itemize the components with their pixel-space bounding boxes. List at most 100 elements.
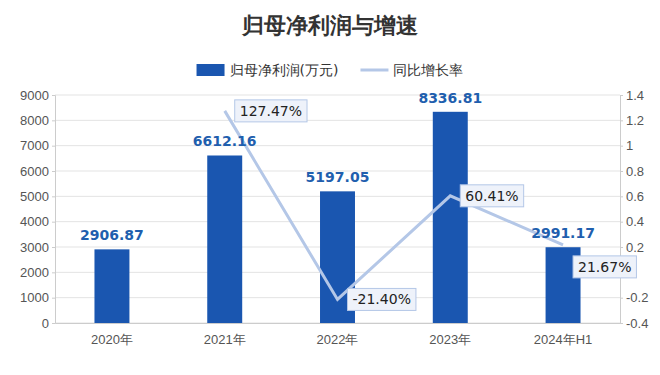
data-label: 6612.16	[193, 133, 257, 149]
tick-label: 5000	[20, 189, 49, 204]
tick: 2022年	[317, 323, 359, 347]
tick-label: 1.4	[626, 88, 644, 103]
tick: 2024年H1	[534, 323, 593, 347]
tick-mark	[620, 222, 623, 223]
tick: 1.2	[620, 113, 644, 128]
tick-mark	[52, 196, 55, 197]
tick-mark	[52, 95, 55, 96]
tick: 2000	[20, 265, 55, 280]
y-axis-line	[52, 96, 56, 324]
label-box	[235, 100, 307, 122]
data-label: 2991.17	[531, 225, 595, 241]
tick-label: -0.2	[626, 290, 648, 305]
tick-label: 0	[42, 316, 49, 331]
title: 归母净利润与增速	[241, 13, 418, 38]
data-label: 5197.05	[306, 169, 370, 185]
tick: 2023年	[429, 323, 471, 347]
tick-mark	[52, 146, 55, 147]
tick: 3000	[20, 240, 55, 255]
data-label: 60.41%	[465, 188, 518, 204]
line-label: 21.67%	[573, 256, 636, 278]
tick-label: 1000	[20, 290, 49, 305]
legend-item: 同比增长率	[360, 62, 463, 78]
tick: -0.2	[620, 290, 648, 305]
bar	[94, 249, 129, 323]
tick: 2021年	[204, 323, 246, 347]
label-box	[573, 256, 636, 278]
line-label: -21.40%	[348, 288, 416, 310]
y2-axis-line	[621, 96, 624, 324]
tick-label: 2022年	[317, 332, 359, 347]
legend-label: 归母净利润(万元)	[230, 62, 339, 78]
tick-label: 2020年	[91, 332, 133, 347]
tick-label: 4000	[20, 214, 49, 229]
y2-axis: -0.4-0.200.20.40.60.811.21.4	[620, 88, 648, 331]
label-box	[460, 185, 523, 207]
tick: 1	[620, 138, 633, 153]
x-axis: 2020年 2021年 2022年 2023年 2024年H1	[56, 323, 621, 347]
marks	[94, 111, 580, 323]
grid-line	[55, 95, 620, 96]
tick-label: 8000	[20, 113, 49, 128]
tick-mark	[52, 171, 55, 172]
data-label: -21.40%	[353, 291, 411, 307]
tick-mark	[52, 222, 55, 223]
tick: 0.8	[620, 164, 644, 179]
legend-item: 归母净利润(万元)	[197, 62, 339, 78]
chart: 归母净利润与增速 0 1000 2000 3000 4000 5000 6000 7000 800…	[0, 0, 660, 375]
tick-mark	[52, 120, 55, 121]
tick: 9000	[20, 88, 55, 103]
tick-mark	[620, 120, 623, 121]
tick: 1000	[20, 290, 55, 305]
tick-label: 7000	[20, 138, 49, 153]
line-label: 127.47%	[235, 100, 307, 122]
tick: 6000	[20, 164, 55, 179]
tick-label: 1.2	[626, 113, 644, 128]
labels: 2906.87 6612.16 5197.05 8336.81 2991.17 127.4…	[80, 90, 636, 311]
data-label: 21.67%	[578, 259, 631, 275]
tick: 2020年	[91, 323, 133, 347]
legend-label: 同比增长率	[393, 62, 463, 78]
tick: 1.4	[620, 88, 644, 103]
tick-label: 3000	[20, 240, 49, 255]
tick: -0.4	[620, 316, 648, 331]
tick-mark	[620, 247, 623, 248]
tick-mark	[52, 298, 55, 299]
tick-label: 0.2	[626, 240, 644, 255]
tick: 5000	[20, 189, 55, 204]
tick-label: -0.4	[626, 316, 648, 331]
tick: 0	[42, 316, 55, 331]
tick: 4000	[20, 214, 55, 229]
tick-mark	[620, 171, 623, 172]
bar	[433, 112, 468, 323]
tick-mark	[620, 196, 623, 197]
tick-mark	[620, 146, 623, 147]
bar	[207, 155, 242, 323]
grid-line	[55, 145, 620, 146]
tick: 0.2	[620, 240, 644, 255]
tick-mark	[52, 247, 55, 248]
tick-label: 2023年	[429, 332, 471, 347]
tick-label: 2024年H1	[534, 332, 593, 347]
grid	[55, 95, 620, 323]
label-box	[348, 288, 416, 310]
tick-label: 2021年	[204, 332, 246, 347]
tick-label: 6000	[20, 164, 49, 179]
tick-label: 9000	[20, 88, 49, 103]
tick-mark	[52, 323, 55, 324]
grid-line	[55, 120, 620, 121]
legend-swatch	[360, 69, 388, 72]
tick: 7000	[20, 138, 55, 153]
legend-swatch	[197, 64, 225, 76]
data-label: 2906.87	[80, 227, 144, 243]
line-label: 60.41%	[460, 185, 523, 207]
tick-label: 2000	[20, 265, 49, 280]
tick-label: 1	[626, 138, 633, 153]
line	[225, 111, 563, 300]
tick-label: 0.8	[626, 164, 644, 179]
tick-label: 0.6	[626, 189, 644, 204]
legend: 归母净利润(万元) 同比增长率	[197, 62, 464, 78]
tick-mark	[52, 272, 55, 273]
tick: 0.4	[620, 214, 644, 229]
data-label: 8336.81	[418, 90, 482, 106]
